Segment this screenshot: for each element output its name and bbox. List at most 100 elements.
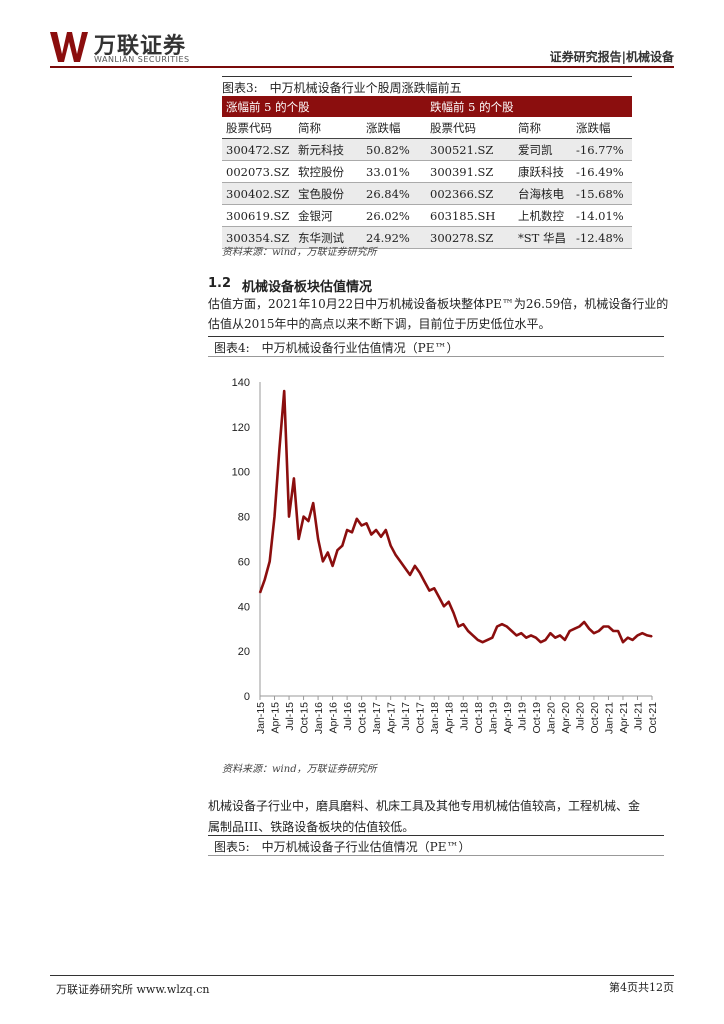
pe-data-point [511, 630, 513, 632]
pe-data-point [564, 639, 566, 641]
pe-data-point [448, 601, 450, 603]
table-cell: 300391.SZ [426, 160, 514, 183]
pe-data-point [549, 632, 551, 634]
pe-data-point [269, 560, 271, 562]
pe-data-point [293, 477, 295, 479]
x-tick-label: Jan-19 [487, 702, 499, 734]
pe-data-point [288, 516, 290, 518]
fig4-title-rule [208, 356, 664, 357]
pe-data-point [540, 641, 542, 643]
y-tick-label: 20 [238, 646, 250, 658]
table-cell: 金银河 [294, 204, 362, 227]
pe-data-point [298, 538, 300, 540]
pe-data-point [327, 551, 329, 554]
fig4-top-rule [208, 336, 664, 337]
pe-data-point [472, 634, 474, 636]
gain-top5-header: 涨幅前 5 的个股 [222, 96, 426, 117]
fig4-source: 资料来源：wind，万联证券研究所 [222, 764, 377, 775]
pe-data-point [612, 630, 614, 632]
pe-data-point [607, 625, 609, 628]
pe-data-point [486, 639, 489, 641]
x-tick-label: Jan-21 [603, 702, 615, 734]
table-cell: 宝色股份 [294, 182, 362, 205]
table-cell: 康跃科技 [514, 160, 572, 183]
fig4-title: 图表4: 中万机械设备行业估值情况（PE™） [214, 341, 459, 355]
table-column-header-row: 股票代码 简称 涨跌幅 股票代码 简称 涨跌幅 [222, 117, 632, 139]
pe-data-point [530, 634, 532, 636]
pe-data-point [525, 637, 527, 639]
pe-data-point [336, 549, 338, 551]
pe-data-point [574, 628, 576, 630]
fig3-title: 图表3: 中万机械设备行业个股周涨跌幅前五 [222, 81, 462, 95]
pe-data-point [632, 639, 634, 641]
col-header: 简称 [514, 117, 572, 139]
pe-data-point [264, 578, 266, 580]
y-tick-label: 140 [232, 377, 250, 389]
section-title: 机械设备板块估值情况 [242, 280, 373, 295]
x-tick-label: Jul-17 [400, 702, 412, 731]
x-tick-label: Jan-16 [313, 702, 325, 734]
fig3-top-rule [222, 76, 632, 77]
pe-data-point [375, 529, 377, 531]
table-cell: 002366.SZ [426, 182, 514, 205]
x-tick-label: Apr-15 [270, 702, 282, 734]
footer-left-text: 万联证券研究所 www.wlzq.cn [56, 983, 210, 996]
pe-data-point [578, 625, 580, 628]
x-tick-label: Jan-15 [255, 702, 267, 734]
table-cell: 50.82% [362, 138, 426, 161]
x-tick-label: Jul-19 [516, 702, 528, 731]
pe-data-point [646, 634, 648, 636]
pe-data-point [317, 538, 319, 540]
fig5-title: 图表5: 中万机械设备子行业估值情况（PE™） [214, 840, 471, 854]
pe-data-point [641, 632, 643, 634]
pe-data-point [414, 565, 416, 567]
pe-data-point [617, 630, 619, 632]
pe-data-point [622, 641, 624, 643]
table-row: 300402.SZ 宝色股份 26.84% 002366.SZ 台海核电 -15… [222, 182, 632, 205]
x-tick-label: Oct-19 [531, 702, 543, 734]
table-row: 300472.SZ 新元科技 50.82% 300521.SZ 爱司凯 -16.… [222, 138, 632, 161]
fig5-title-rule [208, 855, 664, 856]
logo-chinese-name: 万联证券 [94, 34, 187, 59]
pe-data-point [443, 605, 445, 607]
pe-data-point [356, 518, 358, 520]
pe-data-point [423, 581, 426, 583]
fig3-table: 涨幅前 5 的个股 跌幅前 5 的个股 股票代码 简称 涨跌幅 股票代码 简称 … [222, 96, 632, 249]
x-tick-label: Jan-17 [371, 702, 383, 734]
pe-data-point [365, 522, 368, 524]
pe-data-point [603, 625, 605, 628]
table-cell: 300402.SZ [222, 182, 294, 205]
pe-data-point [312, 502, 314, 504]
header-divider [50, 66, 674, 68]
table-cell: -15.68% [572, 182, 632, 205]
pe-data-point [593, 632, 595, 634]
x-tick-label: Apr-21 [618, 702, 630, 734]
table-cell: 33.01% [362, 160, 426, 183]
table-cell: 26.02% [362, 204, 426, 227]
loss-top5-header: 跌幅前 5 的个股 [426, 96, 632, 117]
x-tick-label: Oct-16 [357, 702, 369, 734]
table-cell: 300521.SZ [426, 138, 514, 161]
x-tick-label: Jul-20 [574, 702, 586, 731]
x-tick-label: Oct-17 [415, 702, 427, 734]
pe-data-point [559, 634, 561, 636]
wanlian-logo-icon [50, 32, 88, 62]
pe-data-point [428, 590, 430, 592]
y-tick-label: 120 [232, 422, 250, 434]
table-cell: 24.92% [362, 226, 426, 249]
table-cell: 台海核电 [514, 182, 572, 205]
pe-data-point [457, 625, 459, 628]
pe-data-point [535, 637, 537, 639]
fig5-top-rule [208, 835, 664, 836]
pe-series-line [258, 389, 653, 644]
pe-data-point [467, 630, 469, 632]
col-header: 简称 [294, 117, 362, 139]
col-header: 股票代码 [222, 117, 294, 139]
pe-data-point [390, 545, 392, 547]
table-cell: 002073.SZ [222, 160, 294, 183]
pe-data-point [482, 641, 484, 643]
logo-english-name: WANLIAN SECURITIES [94, 55, 190, 64]
pe-data-point [477, 639, 479, 641]
pe-data-point [399, 560, 401, 562]
pe-data-point [453, 612, 455, 614]
